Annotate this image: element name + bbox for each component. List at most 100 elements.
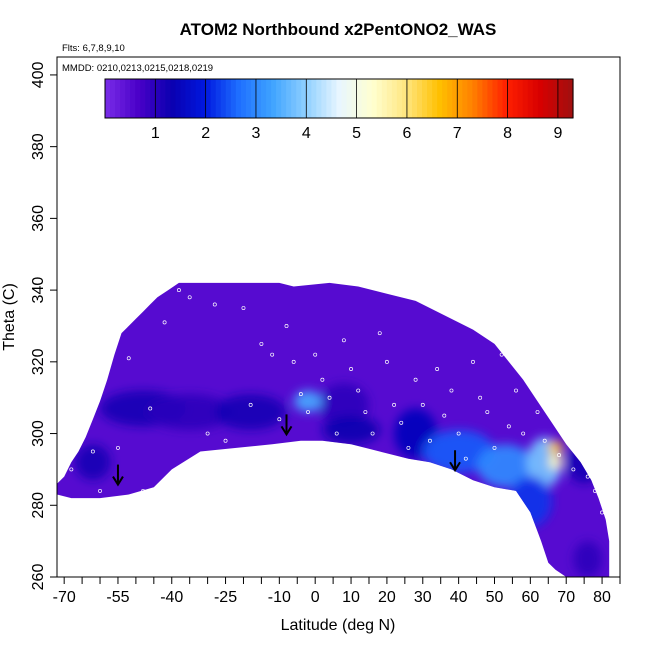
colorbar-swatch xyxy=(261,79,267,118)
sample-point xyxy=(187,295,192,300)
colorbar-swatch xyxy=(406,79,413,118)
colorbar-swatch xyxy=(482,79,489,118)
colorbar-swatch xyxy=(391,79,398,118)
colorbar-swatch xyxy=(467,79,473,118)
colorbar-swatch xyxy=(512,79,519,118)
x-tick-label: 30 xyxy=(414,589,432,606)
sample-point xyxy=(259,341,264,346)
colorbar-swatch xyxy=(105,79,111,118)
colorbar-swatch xyxy=(165,79,172,118)
sample-point xyxy=(176,288,181,293)
colorbar-swatch xyxy=(190,79,197,118)
colorbar-swatch xyxy=(281,79,287,118)
colorbar-swatch xyxy=(200,79,207,118)
sample-point xyxy=(277,417,282,422)
colorbar-swatch xyxy=(502,79,509,118)
sample-point xyxy=(384,359,389,364)
heatmap-field xyxy=(57,282,610,577)
arrow-head xyxy=(280,425,293,437)
colorbar-tick-label: 9 xyxy=(553,125,562,142)
colorbar-swatch xyxy=(547,79,554,118)
arrow-head xyxy=(449,461,461,473)
y-tick-label: 260 xyxy=(30,564,47,591)
sample-point xyxy=(442,413,447,418)
sample-point xyxy=(116,445,120,450)
colorbar-swatch xyxy=(180,79,187,118)
colorbar-swatch xyxy=(291,79,297,118)
flights-label: Flts: 6,7,8,9,10 xyxy=(62,43,125,54)
colorbar-swatch xyxy=(266,79,272,118)
colorbar-swatch xyxy=(336,79,343,118)
x-axis: -70 -55 -40 -25 -10 0 10 20 30 40 50 60 70 80 xyxy=(53,577,621,606)
x-tick-label: 0 xyxy=(311,589,320,606)
x-tick-label: 80 xyxy=(593,589,611,606)
sample-point xyxy=(248,402,253,407)
colorbar-swatch xyxy=(422,79,428,118)
colorbar-swatch xyxy=(532,79,539,118)
y-tick-label: 400 xyxy=(30,61,47,88)
sample-point xyxy=(600,510,605,515)
sample-point xyxy=(578,445,583,450)
x-tick-label: -70 xyxy=(53,589,76,606)
colorbar-swatch xyxy=(472,79,478,118)
colorbar-swatch xyxy=(552,79,559,118)
colorbar-tick-label: 6 xyxy=(402,125,411,142)
sample-point xyxy=(571,467,576,472)
x-tick-label: 20 xyxy=(378,589,396,606)
colorbar-swatch xyxy=(155,79,161,118)
colorbar-swatch xyxy=(351,79,358,118)
sample-point xyxy=(241,306,246,310)
sample-point xyxy=(349,367,354,371)
colorbar-tick-label: 7 xyxy=(453,125,462,142)
sample-point xyxy=(313,352,318,357)
field-anomaly xyxy=(146,394,233,430)
colorbar-swatch xyxy=(210,79,217,118)
colorbar-swatch xyxy=(145,79,151,118)
sample-point xyxy=(485,410,490,414)
sample-point xyxy=(471,359,475,364)
colorbar-swatch xyxy=(170,79,177,118)
y-tick-label: 340 xyxy=(30,277,47,304)
sample-point xyxy=(363,410,368,414)
colorbar-swatch xyxy=(487,79,494,118)
sample-point xyxy=(223,438,228,443)
colorbar-swatch xyxy=(522,79,529,118)
sample-point xyxy=(162,320,167,325)
field-anomaly xyxy=(476,444,534,488)
field-anomaly xyxy=(508,476,552,527)
colorbar-swatch xyxy=(120,79,126,118)
colorbar-swatch xyxy=(361,79,368,118)
colorbar-swatch xyxy=(250,79,257,118)
sample-point xyxy=(69,467,74,472)
sample-points xyxy=(69,288,605,515)
colorbar-swatch xyxy=(537,79,544,118)
colorbar-swatch xyxy=(240,79,247,118)
colorbar-swatch xyxy=(432,79,438,118)
colorbar-swatch xyxy=(276,79,282,118)
sample-point xyxy=(413,377,418,382)
sample-point xyxy=(514,388,518,393)
colorbar-swatch xyxy=(326,79,333,118)
y-tick-label: 300 xyxy=(30,420,47,447)
colorbar-swatch xyxy=(160,79,166,118)
sample-point xyxy=(284,324,289,328)
colorbar-swatch xyxy=(341,79,348,118)
colorbar-tick-label: 5 xyxy=(352,125,361,142)
colorbar-swatch xyxy=(376,79,383,118)
sample-point xyxy=(492,445,497,450)
field-anomaly xyxy=(573,541,603,577)
y-tick-label: 280 xyxy=(30,492,47,519)
colorbar-swatch xyxy=(492,79,499,118)
colorbar-swatch xyxy=(135,79,141,118)
colorbar-swatch xyxy=(130,79,136,118)
colorbar-swatch xyxy=(205,79,212,118)
colorbar-swatch xyxy=(311,79,317,118)
colorbar-swatch xyxy=(185,79,192,118)
colorbar-swatch xyxy=(346,79,353,118)
colorbar-swatch xyxy=(271,79,277,118)
colorbar-swatch xyxy=(442,79,448,118)
chart-title: ATOM2 Northbound x2PentONO2_WAS xyxy=(180,20,497,39)
sample-point xyxy=(399,420,404,425)
colorbar-swatch xyxy=(150,79,156,118)
colorbar-swatch xyxy=(427,79,433,118)
